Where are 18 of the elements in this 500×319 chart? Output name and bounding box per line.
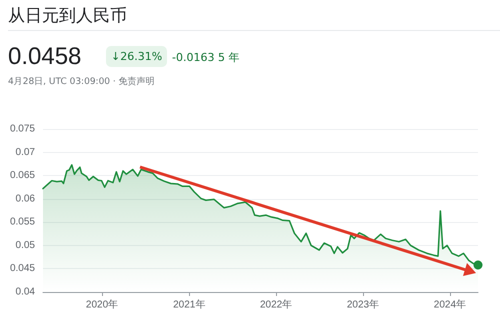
- x-tick-label: 2022年: [260, 298, 292, 310]
- y-tick-label: 0.045: [10, 263, 36, 274]
- y-tick-label: 0.07: [16, 146, 36, 158]
- text: 0.0458: [8, 43, 82, 71]
- y-tick-label: 0.065: [10, 170, 36, 182]
- x-tick-label: 2021年: [173, 298, 206, 310]
- text: ↓26.31%: [106, 46, 168, 67]
- y-tick-label: 0.075: [10, 124, 36, 134]
- y-tick-label: 0.05: [16, 240, 36, 251]
- x-tick-label: 2023年: [346, 298, 380, 310]
- text: 4月28日, UTC 03:09:00 · 免责声明: [8, 76, 155, 88]
- x-tick-label: 2024年: [434, 298, 466, 310]
- y-tick-label: 0.04: [16, 286, 36, 298]
- x-tick-label: 2020年: [86, 298, 118, 310]
- y-tick-label: 0.06: [16, 193, 36, 204]
- chart-title: 从日元到人民币: [8, 5, 127, 27]
- y-tick-label: 0.055: [10, 216, 36, 228]
- text: -0.0163 5 年: [172, 50, 240, 65]
